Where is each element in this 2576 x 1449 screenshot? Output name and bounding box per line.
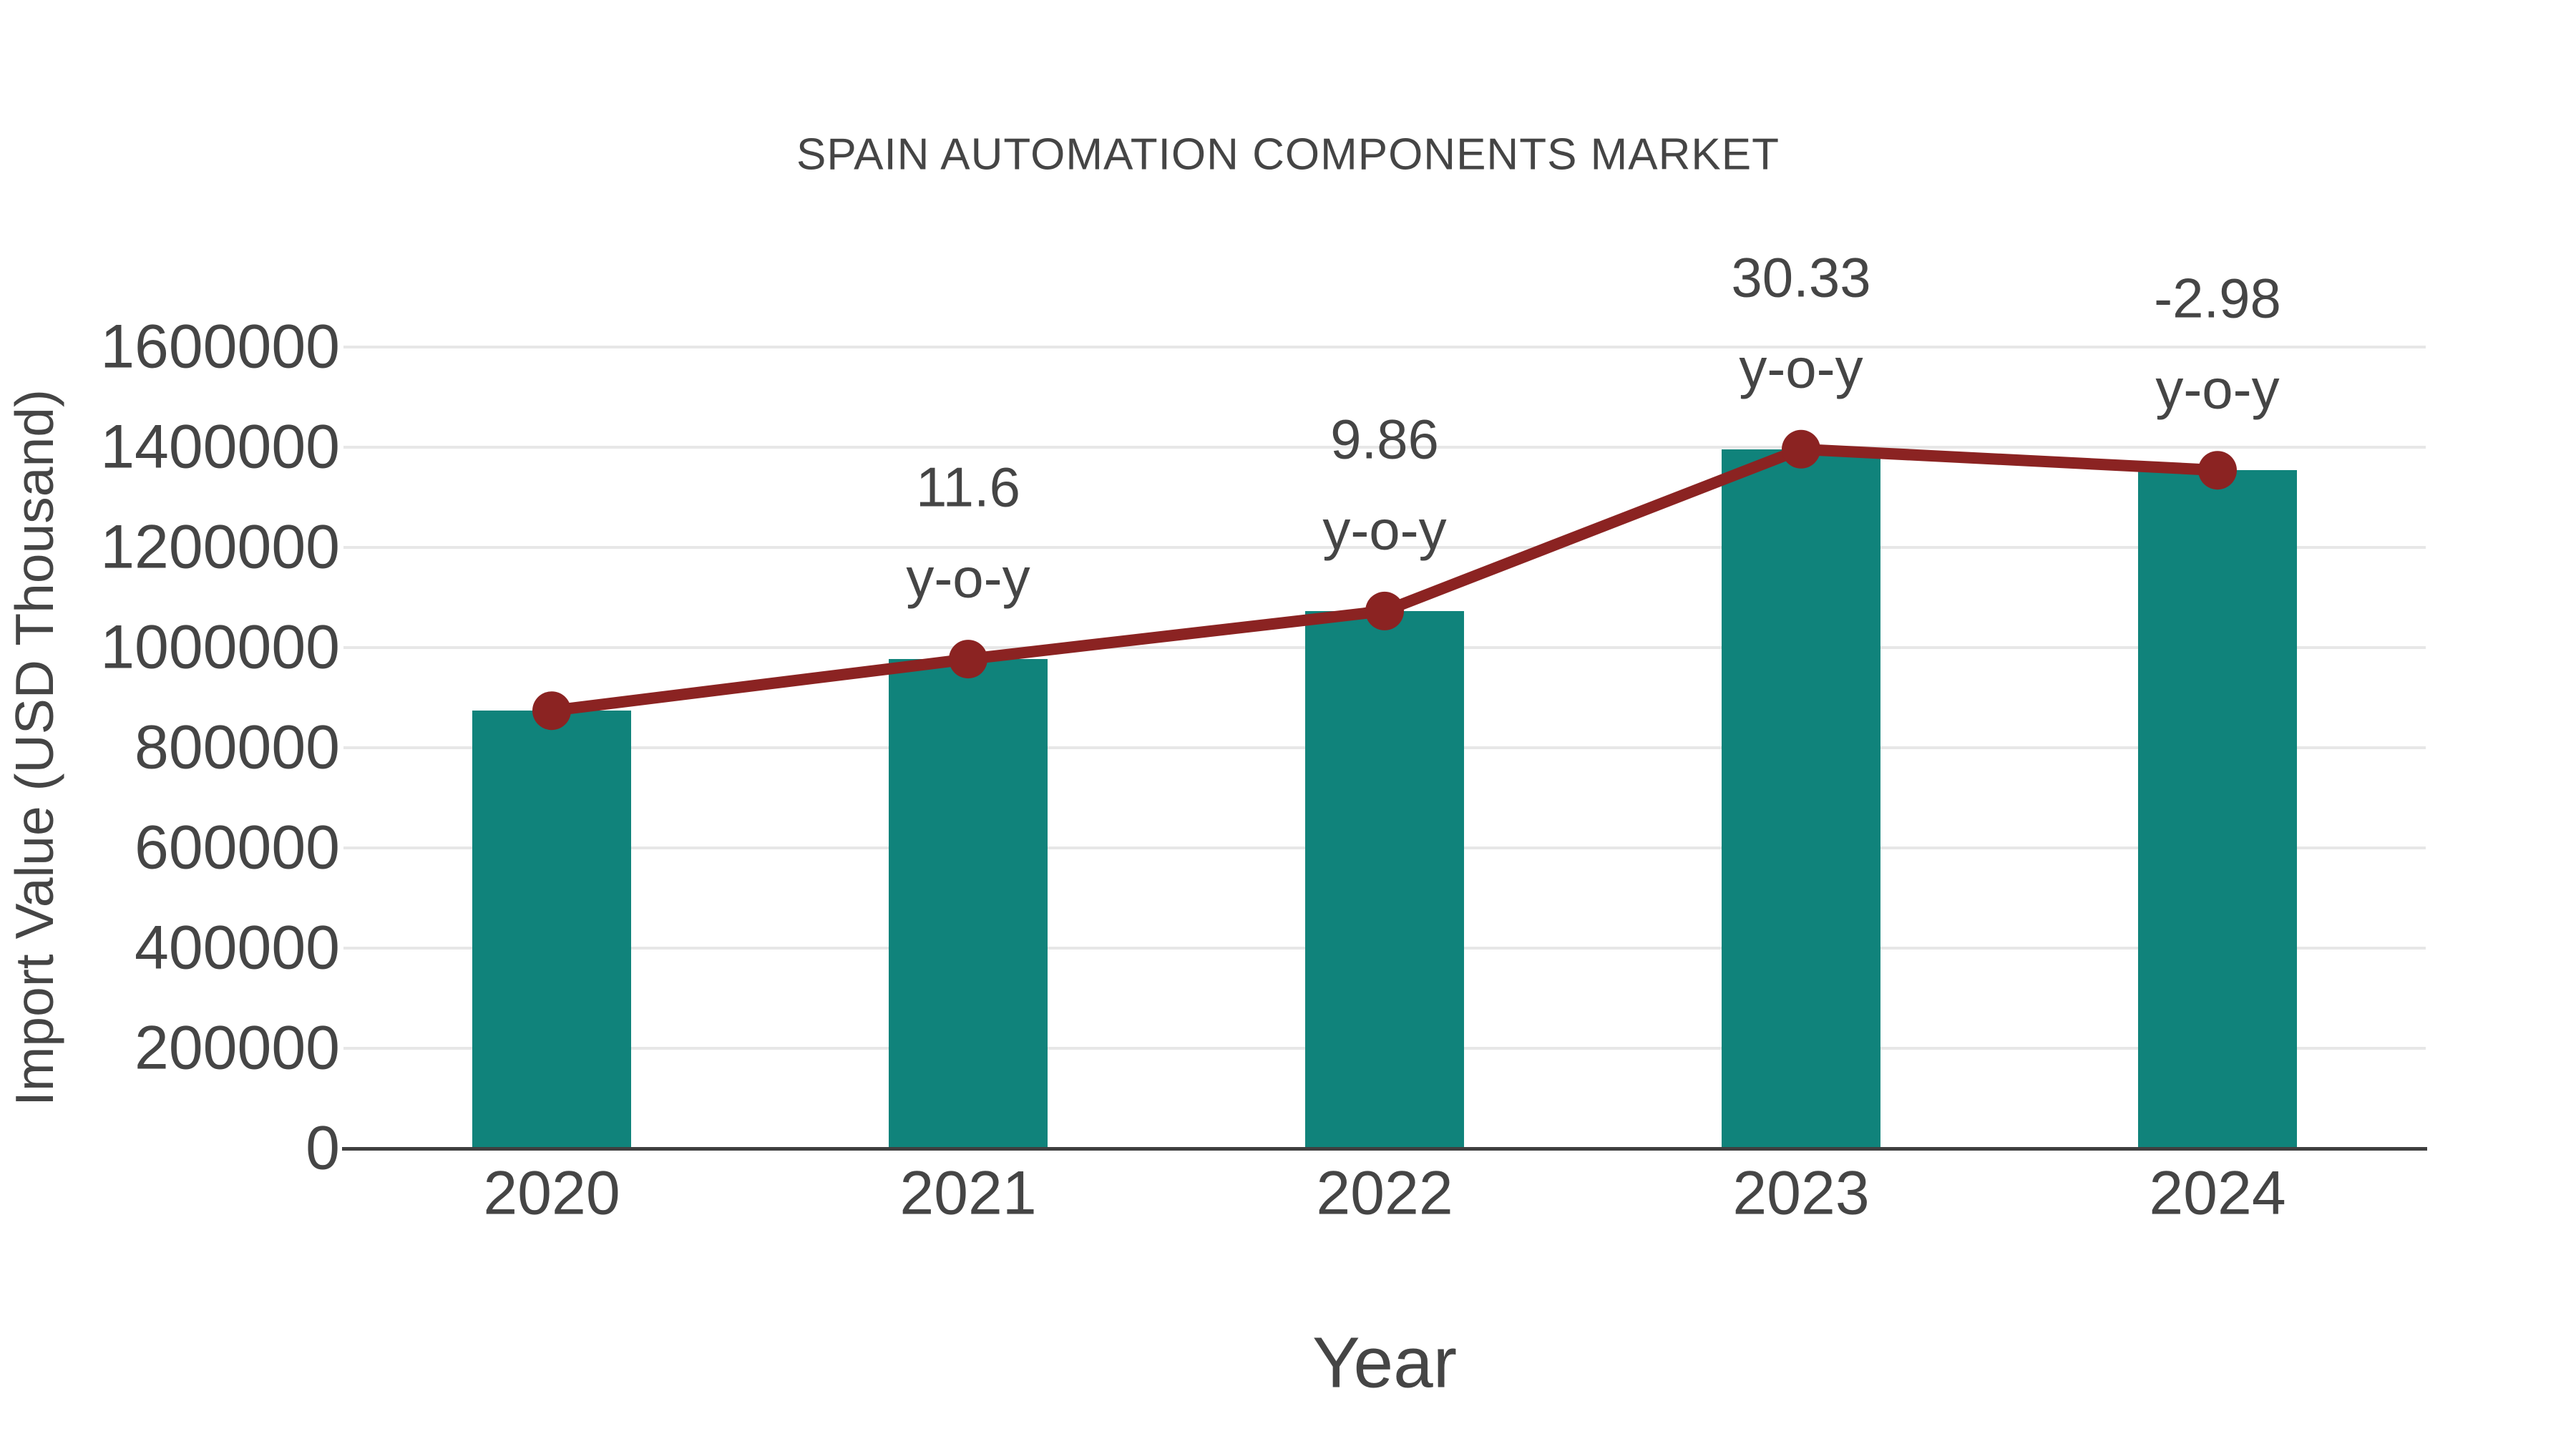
bar-2023 (1722, 449, 1880, 1148)
annotation-2024-label: y-o-y (2155, 357, 2280, 421)
annotation-2021-value: 11.6 (915, 455, 1021, 519)
annotation-2024-value: -2.98 (2154, 266, 2281, 330)
x-tick-label: 2021 (899, 1158, 1037, 1228)
y-tick-label: 1000000 (100, 613, 340, 682)
bar-2022 (1305, 610, 1464, 1148)
y-tick-label: 1400000 (100, 412, 340, 482)
y-tick-label: 400000 (135, 913, 340, 982)
chart-title: SPAIN AUTOMATION COMPONENTS MARKET (796, 130, 1780, 180)
annotation-2022-value: 9.86 (1330, 407, 1439, 471)
x-tick-label: 2022 (1316, 1158, 1453, 1228)
x-tick-label: 2023 (1732, 1158, 1870, 1228)
x-axis-line (342, 1147, 2427, 1151)
gridline-1600000 (343, 346, 2426, 348)
y-tick-label: 800000 (135, 713, 340, 782)
y-tick-label: 600000 (135, 813, 340, 882)
y-tick-label: 0 (306, 1113, 340, 1183)
y-tick-label: 1600000 (100, 312, 340, 381)
bar-2020 (472, 711, 631, 1148)
y-tick-label: 200000 (135, 1013, 340, 1083)
bar-2021 (889, 659, 1048, 1148)
bar-2024 (2138, 470, 2297, 1148)
annotation-2021-label: y-o-y (906, 546, 1030, 610)
x-tick-label: 2024 (2149, 1158, 2286, 1228)
annotation-2023-value: 30.33 (1731, 245, 1871, 309)
annotation-2023-label: y-o-y (1739, 336, 1863, 400)
x-axis-title: Year (1312, 1322, 1458, 1403)
x-tick-label: 2020 (483, 1158, 620, 1228)
annotation-2022-label: y-o-y (1322, 498, 1447, 562)
y-tick-label: 1200000 (100, 512, 340, 582)
